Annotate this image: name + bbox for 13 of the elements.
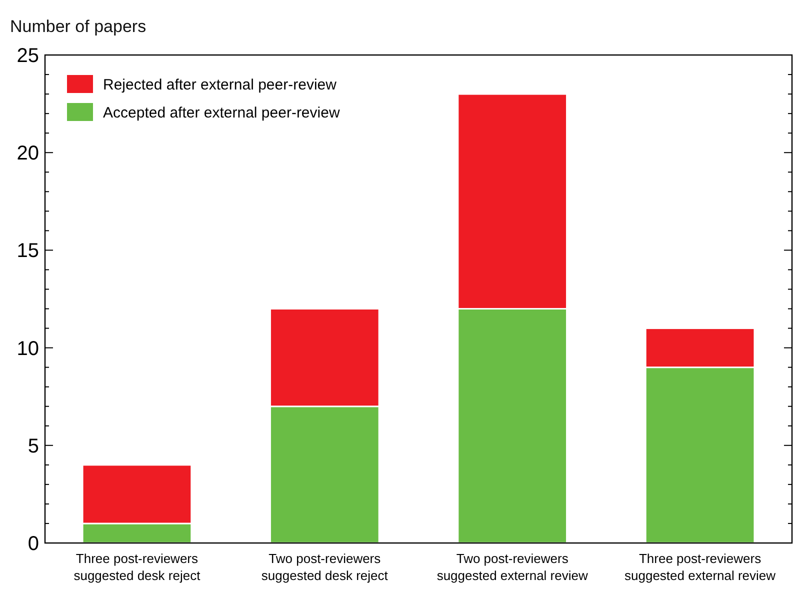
y-tick-label: 25 xyxy=(16,45,39,67)
x-tick-label: Two post-reviewers suggested external review xyxy=(436,551,588,583)
y-tick-label: 0 xyxy=(28,533,39,555)
y-tick-label: 10 xyxy=(16,338,39,360)
y-tick-label: 5 xyxy=(28,435,39,458)
x-tick-label: Two post-reviewers suggested desk reject xyxy=(261,551,388,583)
y-axis-title: Number of papers xyxy=(10,17,146,36)
x-tick-label: Three post-reviewers suggested external review xyxy=(624,551,776,583)
legend-label: Rejected after external peer-review xyxy=(103,76,337,94)
y-tick-label: 15 xyxy=(16,240,39,262)
legend-label: Accepted after external peer-review xyxy=(103,104,340,122)
y-tick-label: 20 xyxy=(16,142,39,165)
x-tick-label: Three post-reviewers suggested desk reject xyxy=(74,551,201,583)
